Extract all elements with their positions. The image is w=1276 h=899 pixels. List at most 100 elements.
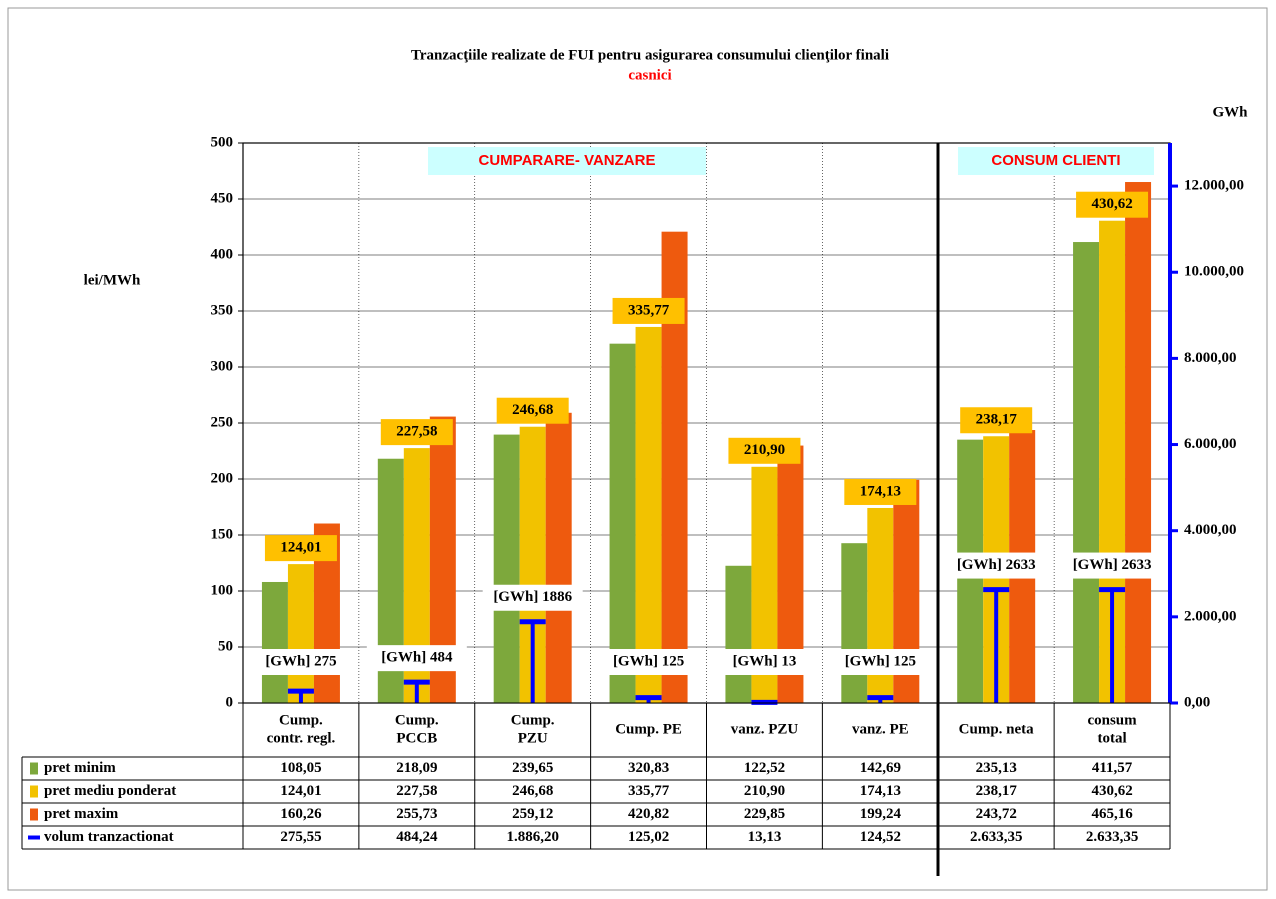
table-cell: 239,65	[512, 760, 553, 776]
y-tick-label: 0	[226, 694, 234, 710]
legend-key	[28, 835, 40, 840]
volume-label-box	[598, 649, 699, 675]
x-tick-label: contr. regl.	[267, 730, 336, 746]
y2-tick-label: 10.000,00	[1184, 264, 1244, 280]
data-label: 238,17	[976, 412, 1018, 428]
y-tick-label: 400	[211, 246, 234, 262]
table-cell: 259,12	[512, 806, 553, 822]
bar	[1125, 182, 1152, 703]
table-cell: 218,09	[396, 760, 437, 776]
y-tick-label: 300	[211, 358, 234, 374]
annotation-box	[958, 147, 1154, 175]
volume-label: [GWh] 13	[733, 653, 797, 669]
table-cell: 484,24	[396, 829, 438, 845]
legend-key	[30, 762, 38, 775]
table-cell: 199,24	[860, 806, 902, 822]
legend-label: pret minim	[44, 760, 116, 776]
table-cell: 255,73	[396, 806, 437, 822]
y2-tick-label: 2.000,00	[1184, 608, 1237, 624]
data-label-box	[264, 535, 337, 562]
bar	[609, 343, 636, 703]
data-label-box	[496, 397, 569, 424]
table-cell: 160,26	[280, 806, 322, 822]
table-cell: 210,90	[744, 783, 785, 799]
x-tick-label: vanz. PE	[852, 721, 909, 737]
bar	[635, 326, 662, 703]
table-cell: 235,13	[976, 760, 1017, 776]
y-tick-label: 350	[211, 302, 234, 318]
volume-label-box	[250, 649, 351, 675]
data-label-box	[728, 437, 801, 464]
y-tick-label: 250	[211, 414, 234, 430]
volume-label: [GWh] 125	[613, 653, 684, 669]
y-tick-label: 450	[211, 190, 234, 206]
table-cell: 229,85	[744, 806, 785, 822]
x-tick-label: Cump.	[511, 712, 555, 728]
bar	[493, 434, 520, 703]
table-cell: 243,72	[976, 806, 1017, 822]
data-label: 227,58	[396, 424, 437, 440]
data-label-box	[380, 419, 453, 446]
legend-key	[30, 808, 38, 821]
x-tick-label: PZU	[518, 730, 548, 746]
data-label: 210,90	[744, 442, 785, 458]
legend-label: pret mediu ponderat	[44, 783, 176, 799]
table-cell: 275,55	[280, 829, 321, 845]
table-cell: 320,83	[628, 760, 669, 776]
y-tick-label: 200	[211, 470, 234, 486]
bar	[725, 565, 752, 703]
bar	[841, 543, 868, 703]
table-cell: 227,58	[396, 783, 437, 799]
chart-title: Tranzacţiile realizate de FUI pentru asi…	[411, 47, 889, 63]
table-cell: 122,52	[744, 760, 785, 776]
table-cell: 124,01	[280, 783, 321, 799]
y-tick-label: 100	[211, 582, 234, 598]
legend-label: volum tranzactionat	[44, 829, 174, 845]
volume-label-box	[714, 649, 815, 675]
data-label-box	[844, 478, 917, 505]
volume-label: [GWh] 2633	[1073, 557, 1152, 573]
y2-tick-label: 4.000,00	[1184, 522, 1237, 538]
x-tick-label: Cump. PE	[615, 721, 682, 737]
table-cell: 124,52	[860, 829, 901, 845]
table-cell: 238,17	[976, 783, 1018, 799]
bar	[545, 412, 572, 703]
y2-tick-label: 12.000,00	[1184, 178, 1244, 194]
volume-label-box	[366, 645, 467, 672]
table-cell: 411,57	[1092, 760, 1133, 776]
y2-tick-label: 0,00	[1184, 694, 1210, 710]
y2-tick-label: 8.000,00	[1184, 350, 1237, 366]
bar	[287, 564, 314, 703]
table-cell: 13,13	[748, 829, 782, 845]
x-tick-label: vanz. PZU	[731, 721, 799, 737]
table-cell: 1.886,20	[506, 829, 559, 845]
table-cell: 108,05	[280, 760, 321, 776]
volume-label: [GWh] 125	[845, 653, 916, 669]
x-tick-label: Cump.	[279, 712, 323, 728]
legend-label: pret maxim	[44, 806, 119, 822]
table-cell: 246,68	[512, 783, 553, 799]
data-label: 430,62	[1091, 196, 1132, 212]
table-cell: 335,77	[628, 783, 670, 799]
bar	[261, 581, 288, 703]
chart-subtitle: casnici	[628, 67, 671, 83]
legend-key	[30, 785, 38, 798]
volume-label-box	[1062, 552, 1163, 579]
data-label-box	[1076, 191, 1149, 218]
x-tick-label: Cump.	[395, 712, 439, 728]
table-cell: 142,69	[860, 760, 901, 776]
y-tick-label: 500	[211, 134, 234, 150]
y-tick-label: 50	[218, 638, 233, 654]
y-tick-label: 150	[211, 526, 234, 542]
y2-axis-label: GWh	[1212, 104, 1248, 120]
volume-label: [GWh] 484	[381, 650, 453, 666]
data-label: 124,01	[280, 540, 321, 556]
data-label-box	[612, 297, 685, 324]
data-label-box	[960, 407, 1033, 434]
x-tick-label: Cump. neta	[959, 721, 1035, 737]
bar	[1073, 242, 1100, 703]
table-cell: 465,16	[1091, 806, 1133, 822]
plot: 0 50 100 150 200 250 300 350 400 450 500 0,00 2.000,…	[21, 134, 1244, 850]
